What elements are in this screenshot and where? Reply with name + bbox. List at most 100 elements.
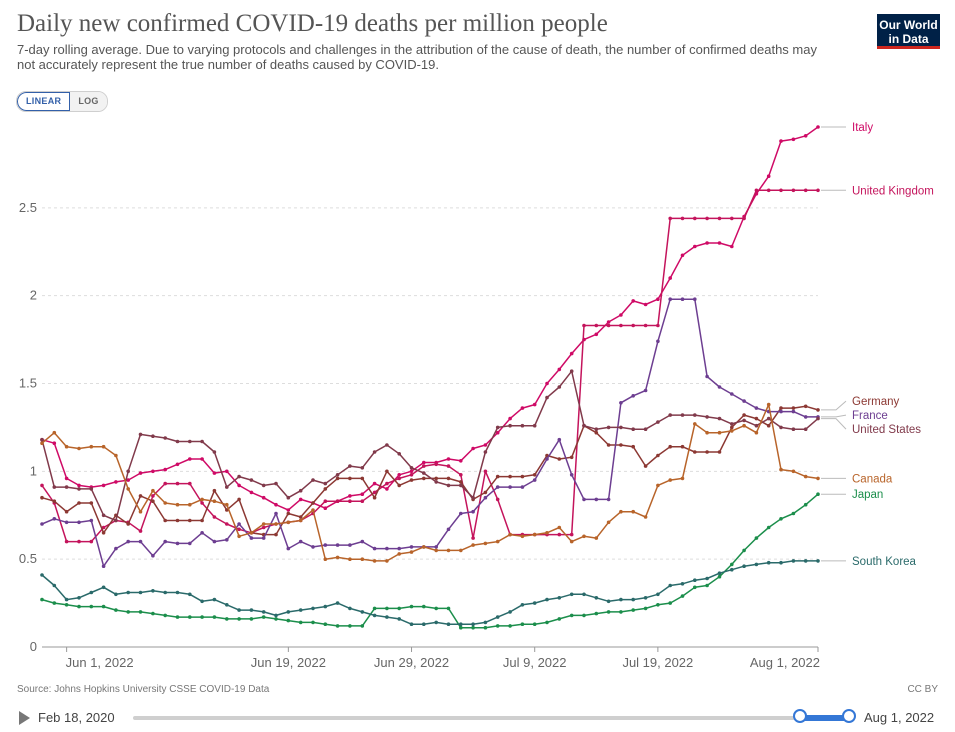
data-point[interactable] — [656, 420, 660, 424]
data-point[interactable] — [520, 474, 525, 479]
data-point[interactable] — [409, 545, 414, 549]
data-point[interactable] — [471, 625, 475, 630]
data-point[interactable] — [779, 139, 783, 143]
data-point[interactable] — [40, 483, 44, 488]
data-point[interactable] — [508, 624, 512, 628]
series-line[interactable] — [41, 403, 819, 562]
data-point[interactable] — [459, 548, 463, 553]
data-point[interactable] — [680, 476, 685, 481]
data-point[interactable] — [520, 485, 525, 489]
data-point[interactable] — [619, 443, 623, 447]
data-point[interactable] — [114, 453, 118, 458]
data-point[interactable] — [754, 423, 759, 428]
data-point[interactable] — [742, 564, 746, 568]
data-point[interactable] — [631, 597, 635, 602]
data-point[interactable] — [446, 457, 451, 461]
data-point[interactable] — [274, 502, 278, 507]
data-point[interactable] — [606, 497, 611, 502]
data-point[interactable] — [803, 559, 808, 563]
data-point[interactable] — [311, 508, 315, 512]
data-point[interactable] — [656, 323, 660, 328]
series-canada[interactable] — [40, 402, 820, 563]
data-point[interactable] — [372, 495, 377, 500]
data-point[interactable] — [619, 425, 623, 430]
data-point[interactable] — [717, 216, 722, 221]
data-point[interactable] — [212, 597, 217, 602]
data-point[interactable] — [779, 425, 783, 430]
data-point[interactable] — [89, 444, 94, 449]
data-point[interactable] — [101, 585, 106, 590]
data-point[interactable] — [126, 590, 130, 595]
data-point[interactable] — [163, 613, 167, 618]
data-point[interactable] — [508, 485, 512, 489]
data-point[interactable] — [532, 423, 537, 428]
data-point[interactable] — [422, 471, 426, 475]
data-point[interactable] — [606, 320, 611, 324]
series-south-korea[interactable] — [40, 559, 820, 626]
data-point[interactable] — [335, 476, 340, 481]
data-point[interactable] — [64, 444, 69, 449]
data-point[interactable] — [175, 502, 180, 507]
series-italy[interactable] — [40, 125, 820, 512]
data-point[interactable] — [557, 525, 562, 530]
data-point[interactable] — [779, 517, 783, 521]
data-point[interactable] — [619, 597, 623, 602]
data-point[interactable] — [459, 622, 463, 626]
data-point[interactable] — [225, 603, 229, 607]
data-point[interactable] — [77, 520, 81, 525]
data-point[interactable] — [459, 625, 463, 630]
data-point[interactable] — [249, 617, 254, 621]
data-point[interactable] — [151, 488, 155, 493]
data-point[interactable] — [163, 481, 167, 486]
data-point[interactable] — [779, 188, 783, 193]
data-point[interactable] — [532, 622, 537, 626]
data-point[interactable] — [175, 481, 180, 486]
data-point[interactable] — [606, 443, 611, 447]
data-point[interactable] — [742, 399, 746, 403]
data-point[interactable] — [212, 499, 217, 504]
data-point[interactable] — [101, 483, 106, 488]
data-point[interactable] — [101, 564, 106, 568]
data-point[interactable] — [693, 422, 697, 426]
data-point[interactable] — [372, 559, 377, 563]
timeline-end-handle[interactable] — [842, 709, 856, 723]
data-point[interactable] — [569, 592, 574, 597]
data-point[interactable] — [126, 478, 130, 482]
source-note[interactable]: Source: Johns Hopkins University CSSE CO… — [17, 684, 270, 695]
data-point[interactable] — [286, 610, 291, 614]
data-point[interactable] — [631, 608, 635, 612]
data-point[interactable] — [261, 536, 266, 540]
data-point[interactable] — [151, 434, 155, 439]
data-point[interactable] — [680, 216, 685, 221]
data-point[interactable] — [742, 548, 746, 553]
data-point[interactable] — [286, 618, 291, 623]
data-point[interactable] — [434, 480, 439, 484]
data-point[interactable] — [594, 332, 599, 337]
data-point[interactable] — [348, 543, 352, 547]
data-point[interactable] — [557, 457, 562, 461]
legend-label-france[interactable]: France — [852, 410, 888, 422]
data-point[interactable] — [298, 497, 303, 502]
data-point[interactable] — [594, 427, 599, 432]
data-point[interactable] — [261, 525, 266, 530]
data-point[interactable] — [163, 467, 167, 472]
data-point[interactable] — [680, 413, 685, 417]
data-point[interactable] — [693, 413, 697, 417]
data-point[interactable] — [385, 487, 389, 491]
data-point[interactable] — [816, 408, 820, 412]
data-point[interactable] — [200, 518, 204, 523]
data-point[interactable] — [508, 416, 512, 421]
data-point[interactable] — [335, 473, 340, 477]
data-point[interactable] — [188, 615, 192, 619]
data-point[interactable] — [779, 467, 783, 472]
data-point[interactable] — [803, 188, 808, 193]
data-point[interactable] — [643, 515, 648, 519]
data-point[interactable] — [471, 536, 475, 540]
data-point[interactable] — [680, 253, 685, 258]
data-point[interactable] — [656, 592, 660, 597]
data-point[interactable] — [422, 460, 426, 465]
data-point[interactable] — [126, 610, 130, 614]
data-point[interactable] — [693, 450, 697, 454]
data-point[interactable] — [471, 446, 475, 451]
data-point[interactable] — [569, 369, 574, 373]
